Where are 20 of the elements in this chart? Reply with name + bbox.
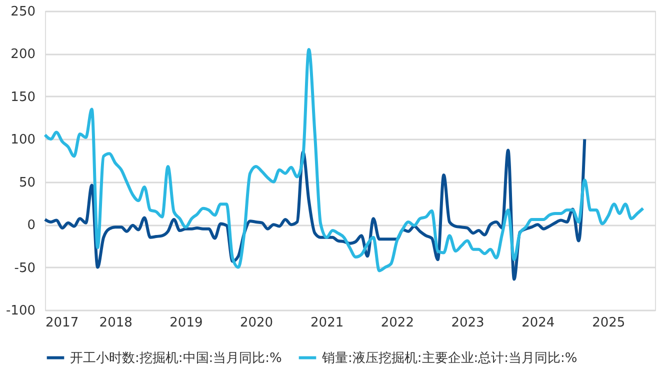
legend-label: 销量:液压挖掘机:主要企业:总计:当月同比:% [321,350,578,366]
y-tick-label: 150 [10,90,36,105]
legend-label: 开工小时数:挖掘机:中国:当月同比:% [70,350,282,366]
x-tick-label: 2020 [240,316,274,330]
y-tick-label: 50 [18,175,36,190]
x-tick-label: 2025 [592,316,626,330]
y-tick-label: 0 [27,218,36,234]
y-tick-label: -100 [6,304,36,318]
x-tick-label: 2022 [380,316,414,330]
x-tick-label: 2021 [310,316,344,330]
y-tick-label: 250 [10,4,36,20]
y-tick-label: -50 [14,260,36,276]
y-tick-label: 200 [10,47,36,62]
x-tick-label: 2019 [170,316,203,330]
y-tick-label: 100 [10,132,36,148]
x-tick-label: 2018 [99,316,132,330]
line-series [44,48,645,272]
x-tick-label: 2023 [451,316,484,330]
x-tick-label: 2024 [522,316,555,330]
x-tick-label: 2017 [46,316,79,330]
